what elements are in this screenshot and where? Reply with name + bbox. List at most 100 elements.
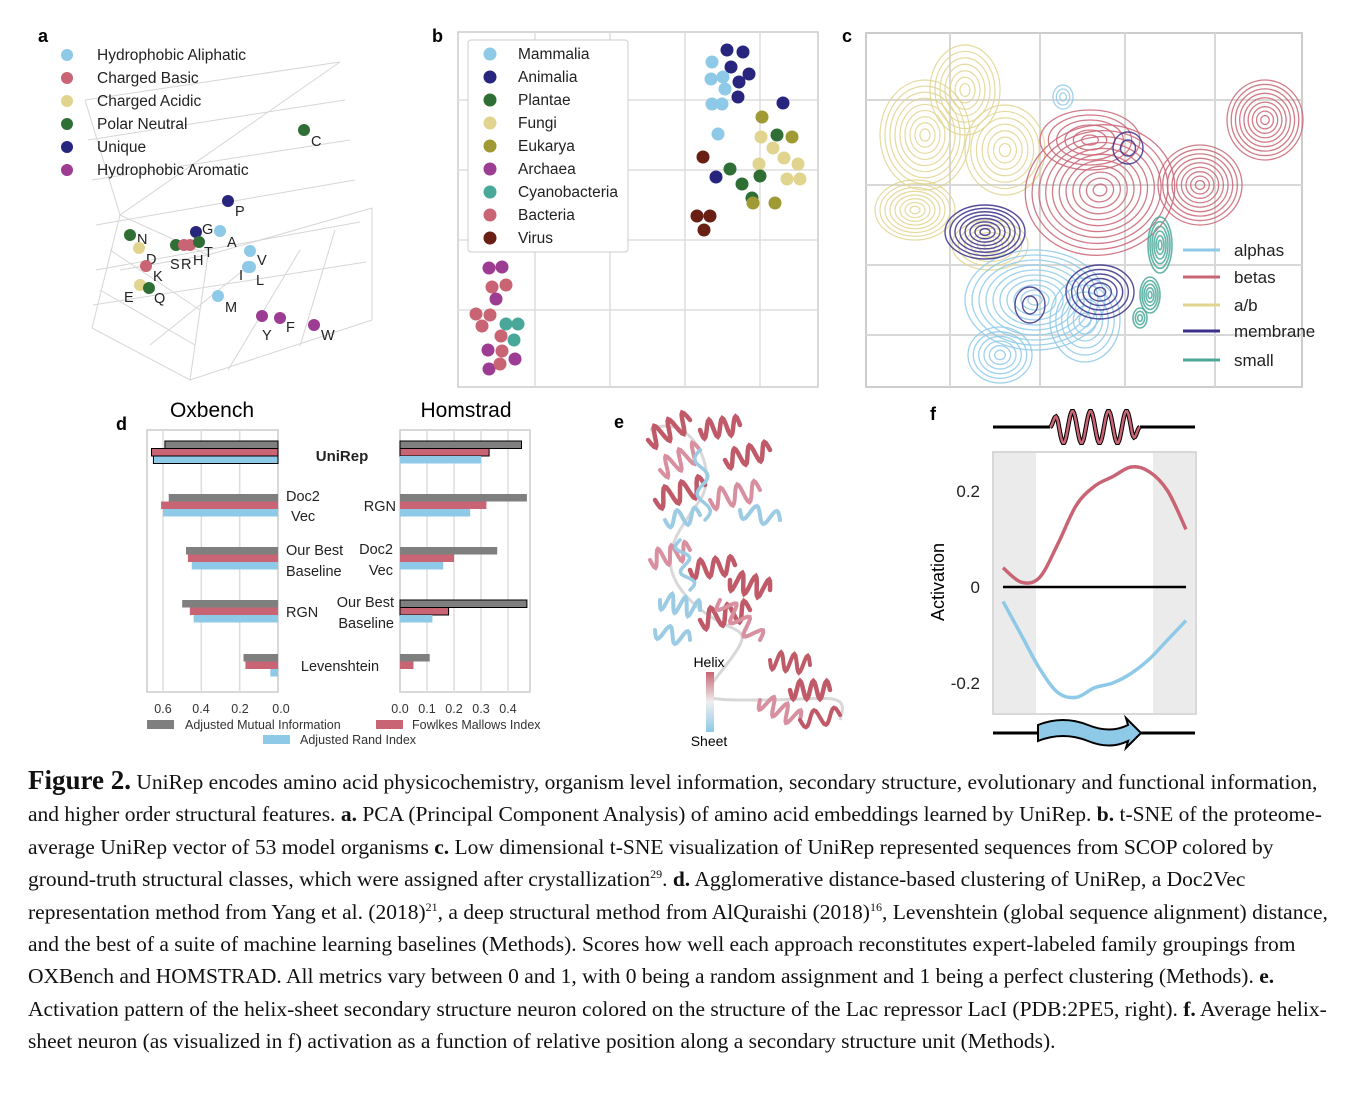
oxbench-bar bbox=[164, 440, 279, 449]
betas-contour bbox=[1247, 101, 1283, 139]
helix-activation-line bbox=[1001, 465, 1188, 585]
betas-contour bbox=[1047, 114, 1133, 166]
homstrad-bar bbox=[399, 440, 522, 449]
legend-marker bbox=[61, 141, 73, 153]
membrane-contour bbox=[974, 224, 996, 240]
method-label: Vec bbox=[369, 563, 393, 579]
betas-contour bbox=[1072, 129, 1108, 151]
ribbon-segment bbox=[708, 478, 762, 512]
ab-contour bbox=[992, 136, 1018, 164]
ribbon-segment bbox=[653, 623, 692, 647]
ribbon-segment bbox=[673, 538, 697, 592]
oxbench-bar bbox=[245, 661, 278, 669]
oxbench-bar bbox=[161, 501, 278, 509]
scale-helix-label: Helix bbox=[693, 654, 724, 670]
caption-text: Agglomerative distance-based clustering … bbox=[28, 867, 1246, 924]
membrane-contour bbox=[1076, 273, 1124, 311]
activation-line-chart: 0.2 0 -0.2 bbox=[951, 465, 1188, 700]
organism-point bbox=[489, 292, 503, 306]
scale-sheet-label: Sheet bbox=[691, 733, 728, 749]
legend-label: Eukarya bbox=[518, 138, 575, 155]
membrane-contour bbox=[979, 227, 991, 237]
betas-contour bbox=[1171, 157, 1229, 213]
legend-label: a/b bbox=[1234, 296, 1258, 315]
method-label: Doc2 bbox=[286, 489, 320, 505]
ab-contour bbox=[975, 117, 1035, 183]
membrane-contour bbox=[1119, 139, 1137, 157]
amino-acid-point bbox=[244, 245, 256, 257]
organism-point bbox=[711, 127, 725, 141]
alphas-contour bbox=[1052, 84, 1074, 110]
organism-point bbox=[742, 67, 756, 81]
amino-acid-label: P bbox=[235, 204, 245, 220]
right-shaded-region bbox=[1153, 453, 1195, 713]
method-label: UniRep bbox=[316, 448, 369, 465]
method-label: Doc2 bbox=[359, 542, 393, 558]
amino-acid-label: A bbox=[227, 235, 237, 251]
betas-contour bbox=[1234, 88, 1296, 152]
legend-label: Plantae bbox=[518, 92, 571, 109]
organism-point bbox=[724, 60, 738, 74]
ab-contour bbox=[957, 223, 1023, 267]
x-tick-label: 0.0 bbox=[272, 702, 289, 716]
homstrad-bar bbox=[399, 607, 450, 616]
ab-contour bbox=[954, 76, 976, 104]
amino-acid-point bbox=[256, 310, 268, 322]
organism-point bbox=[499, 317, 513, 331]
y-tick-label: 0.2 bbox=[956, 482, 980, 501]
activation-axis-label: Activation bbox=[928, 543, 948, 621]
homstrad-bar bbox=[400, 615, 433, 623]
amino-acid-point bbox=[124, 229, 136, 241]
oxbench-bar bbox=[187, 554, 278, 562]
legend-label: Archaea bbox=[518, 161, 576, 178]
ab-contour bbox=[987, 130, 1023, 170]
alphas-contour bbox=[971, 254, 1099, 346]
legend-marker bbox=[483, 231, 497, 245]
figure-2-panels: a Hydrophobic Aliphatic Charged Basic Char… bbox=[38, 26, 1315, 752]
organism-point bbox=[754, 130, 768, 144]
membrane-contour bbox=[964, 217, 1006, 247]
legend-label: Polar Neutral bbox=[97, 116, 187, 133]
membrane-contour bbox=[1021, 295, 1039, 315]
ab-contour bbox=[904, 109, 946, 161]
ribbon-segment bbox=[652, 473, 708, 512]
pca-grid bbox=[84, 61, 373, 381]
ab-contour bbox=[874, 179, 956, 241]
amino-acid-point bbox=[298, 124, 310, 136]
membrane-contour bbox=[1070, 268, 1130, 316]
organism-point bbox=[696, 150, 710, 164]
amino-acid-point bbox=[193, 236, 205, 248]
amino-acid-label: T bbox=[204, 245, 213, 261]
ribbon-segment bbox=[663, 505, 702, 530]
oxbench-bar bbox=[168, 494, 278, 502]
alphas-contour bbox=[999, 274, 1071, 326]
x-tick-label: 0.1 bbox=[418, 702, 435, 716]
oxbench-bar bbox=[151, 448, 279, 457]
organism-point bbox=[482, 261, 496, 275]
amino-acid-label: Q bbox=[154, 291, 165, 307]
membrane-contour bbox=[949, 207, 1021, 257]
betas-contour bbox=[1162, 148, 1238, 222]
panel-f-label: f bbox=[930, 404, 937, 424]
caption-panel-ref: a. bbox=[340, 802, 357, 827]
alphas-contour bbox=[1078, 312, 1092, 328]
ab-contour bbox=[934, 50, 996, 130]
y-tick-label: -0.2 bbox=[951, 674, 980, 693]
legend-label: Hydrophobic Aromatic bbox=[97, 162, 249, 179]
clustering-method-labels: UniRep Doc2 Vec Our Best Baseline RGN Levensht… bbox=[286, 448, 396, 675]
betas-contour bbox=[1045, 141, 1155, 239]
caption-text: . bbox=[662, 867, 673, 892]
method-label: Our Best bbox=[286, 543, 343, 559]
panel-b: b Mammalia Animalia Plantae Fungi Eukarya Arc… bbox=[432, 26, 819, 388]
y-tick-label: 0 bbox=[971, 578, 980, 597]
amino-acid-label: E bbox=[124, 290, 134, 306]
legend-label: Adjusted Rand Index bbox=[300, 733, 417, 747]
alphas-contour bbox=[1055, 88, 1071, 106]
amino-acid-label: G bbox=[202, 222, 213, 238]
betas-contour bbox=[1251, 106, 1279, 134]
organism-point bbox=[755, 110, 769, 124]
legend-label: alphas bbox=[1234, 241, 1284, 260]
oxbench-bar bbox=[186, 547, 278, 555]
alphas-contour bbox=[1059, 92, 1067, 102]
organism-point bbox=[777, 151, 791, 165]
